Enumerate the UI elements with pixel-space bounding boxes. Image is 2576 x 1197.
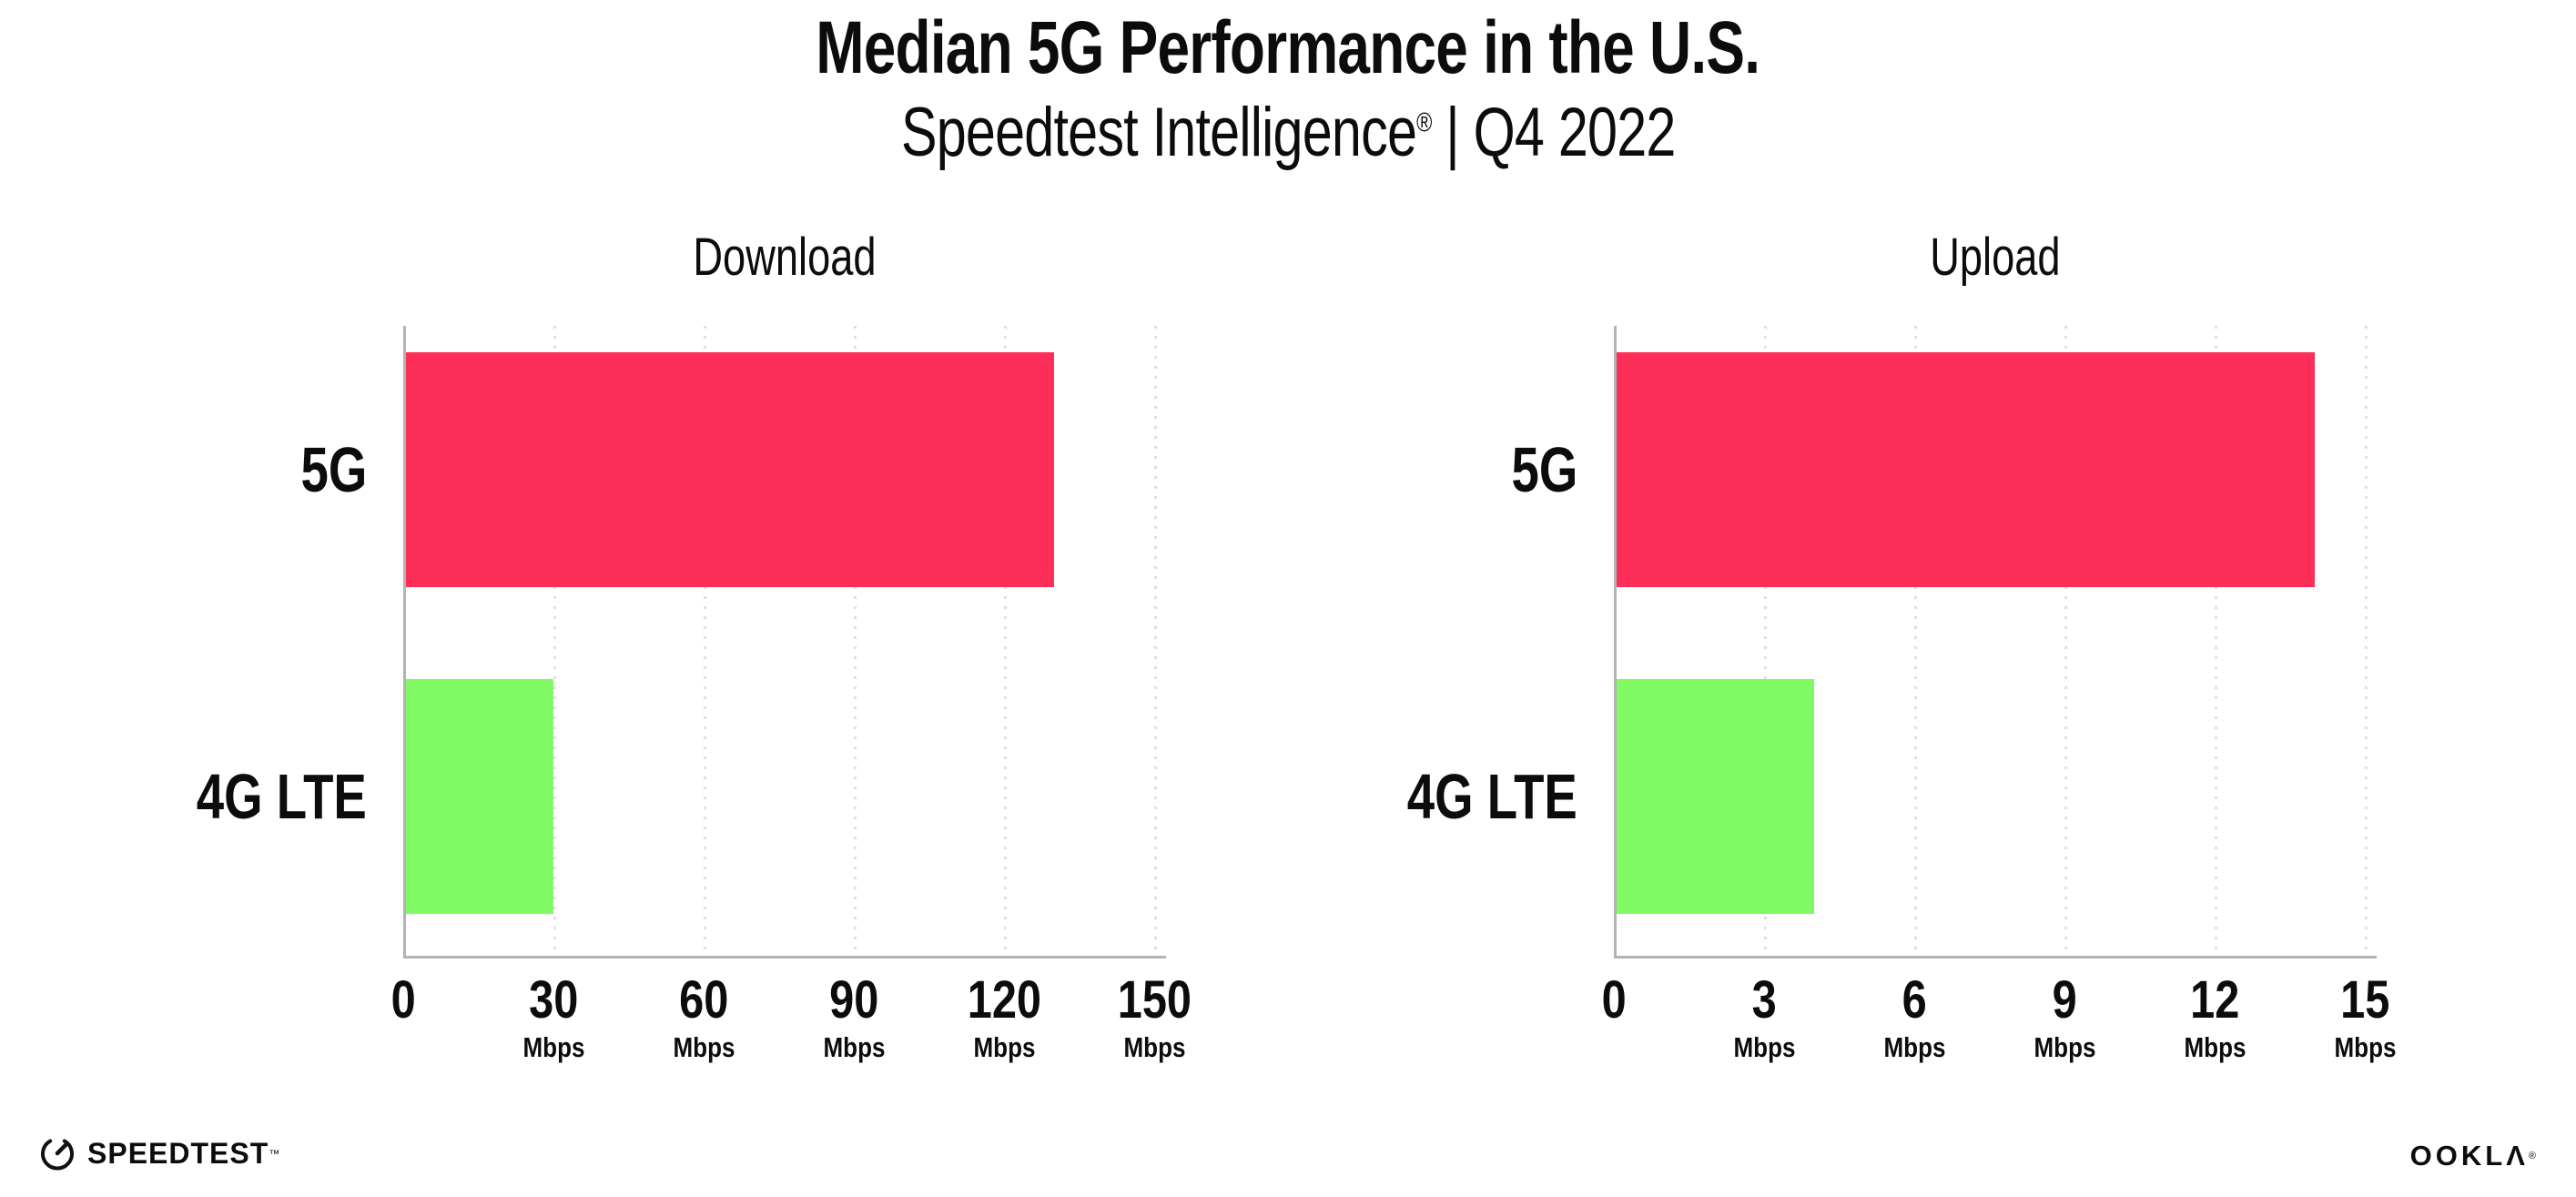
x-tick-unit: Mbps xyxy=(973,1031,1035,1063)
x-tick-30: 30 Mbps xyxy=(472,970,635,1065)
plot-area-download xyxy=(403,326,1166,959)
x-tick-90: 90 Mbps xyxy=(772,970,936,1065)
category-label-5g: 5G xyxy=(300,434,367,505)
x-tick-value: 9 xyxy=(2052,970,2077,1030)
x-tick-0: 0 xyxy=(321,970,485,1030)
x-tick-12: 12 Mbps xyxy=(2133,970,2297,1065)
x-tick-unit: Mbps xyxy=(1123,1031,1185,1063)
x-tick-unit: Mbps xyxy=(1733,1031,1795,1063)
x-tick-value: 15 xyxy=(2339,970,2390,1030)
x-tick-value: 12 xyxy=(2189,970,2240,1030)
gridline-60 xyxy=(704,326,706,959)
page-title: Median 5G Performance in the U.S. xyxy=(0,7,2576,89)
subplot-title-download: Download xyxy=(693,228,877,287)
x-tick-unit: Mbps xyxy=(2184,1031,2246,1063)
x-tick-15: 15 Mbps xyxy=(2283,970,2447,1065)
gauge-icon xyxy=(41,1139,74,1171)
page-subtitle: Speedtest Intelligence® | Q4 2022 xyxy=(0,91,2576,175)
x-tick-unit: Mbps xyxy=(673,1031,735,1063)
gridline-3 xyxy=(1764,326,1767,959)
x-tick-0: 0 xyxy=(1532,970,1696,1030)
x-tick-120: 120 Mbps xyxy=(922,970,1086,1065)
gridline-30 xyxy=(553,326,556,959)
gridline-9 xyxy=(2064,326,2067,959)
bar-4g-lte-download xyxy=(406,679,553,914)
x-tick-value: 0 xyxy=(1601,970,1627,1030)
y-axis-line xyxy=(403,326,406,959)
x-tick-value: 120 xyxy=(967,970,1041,1030)
bar-5g-download xyxy=(406,352,1054,587)
x-tick-9: 9 Mbps xyxy=(1983,970,2146,1065)
y-axis-line xyxy=(1614,326,1617,959)
bar-5g-upload xyxy=(1617,352,2315,587)
ookla-logo: OOKLΛ ® xyxy=(2410,1140,2536,1172)
subplot-title-upload: Upload xyxy=(1930,228,2061,287)
speedtest-wordmark: SPEEDTEST xyxy=(87,1136,269,1170)
x-tick-value: 3 xyxy=(1751,970,1777,1030)
gridline-12 xyxy=(2215,326,2217,959)
bar-4g-lte-upload xyxy=(1617,679,1814,914)
ookla-wordmark: OOKLΛ xyxy=(2409,1140,2529,1172)
x-tick-value: 60 xyxy=(678,970,729,1030)
gridline-15 xyxy=(2365,326,2368,959)
x-tick-60: 60 Mbps xyxy=(622,970,786,1065)
category-label-4g-lte: 4G LTE xyxy=(196,761,367,832)
x-tick-value: 150 xyxy=(1117,970,1192,1030)
category-label-5g: 5G xyxy=(1511,434,1577,505)
x-tick-6: 6 Mbps xyxy=(1832,970,1996,1065)
x-tick-value: 30 xyxy=(528,970,579,1030)
registered-mark: ® xyxy=(1415,107,1432,138)
subtitle-brand: Speedtest Intelligence xyxy=(900,94,1417,171)
x-tick-unit: Mbps xyxy=(823,1031,885,1063)
ookla-registered-mark: ® xyxy=(2528,1151,2536,1161)
x-axis-line xyxy=(1614,956,2377,959)
gridline-120 xyxy=(1004,326,1007,959)
plot-area-upload xyxy=(1614,326,2377,959)
gridline-150 xyxy=(1154,326,1157,959)
x-axis-line xyxy=(403,956,1166,959)
x-tick-value: 6 xyxy=(1902,970,1927,1030)
x-tick-unit: Mbps xyxy=(522,1031,584,1063)
x-tick-3: 3 Mbps xyxy=(1682,970,1846,1065)
gridline-6 xyxy=(1914,326,1917,959)
x-tick-value: 90 xyxy=(828,970,879,1030)
x-tick-unit: Mbps xyxy=(2334,1031,2396,1063)
x-tick-unit: Mbps xyxy=(2033,1031,2095,1063)
page-title-text: Median 5G Performance in the U.S. xyxy=(816,6,1761,89)
x-tick-value: 0 xyxy=(390,970,416,1030)
x-tick-150: 150 Mbps xyxy=(1072,970,1236,1065)
category-label-4g-lte: 4G LTE xyxy=(1406,761,1577,832)
speedtest-logo: SPEEDTEST™ xyxy=(38,1134,279,1172)
x-tick-unit: Mbps xyxy=(1883,1031,1945,1063)
subtitle-period: | Q4 2022 xyxy=(1431,94,1676,171)
speedtest-trademark: ™ xyxy=(269,1147,280,1161)
gridline-90 xyxy=(854,326,857,959)
